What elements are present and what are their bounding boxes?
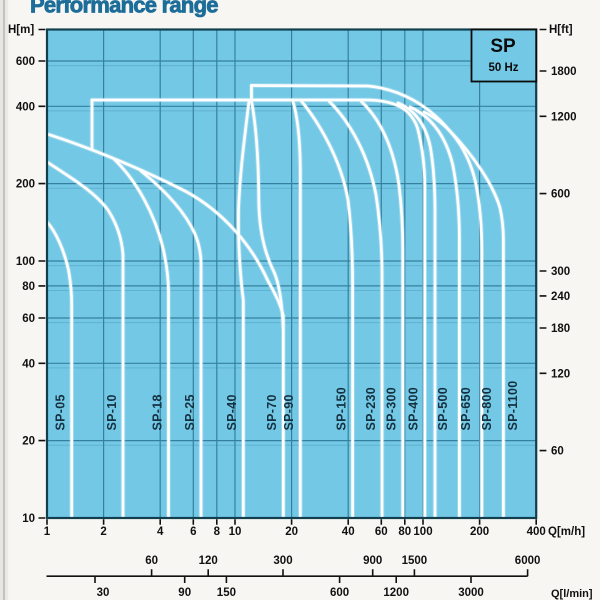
svg-text:1200: 1200 — [383, 587, 409, 599]
svg-text:60: 60 — [145, 555, 158, 567]
svg-text:90: 90 — [178, 587, 191, 599]
svg-text:20: 20 — [22, 436, 35, 448]
svg-text:SP: SP — [490, 36, 516, 57]
svg-text:SP-230: SP-230 — [364, 387, 378, 431]
svg-text:100: 100 — [413, 526, 432, 538]
svg-text:6: 6 — [190, 526, 196, 538]
svg-text:120: 120 — [551, 368, 570, 380]
svg-text:40: 40 — [22, 358, 35, 370]
svg-text:1500: 1500 — [402, 555, 428, 567]
svg-text:200: 200 — [470, 526, 489, 538]
svg-text:60: 60 — [551, 446, 564, 458]
svg-text:150: 150 — [217, 587, 236, 599]
svg-text:6000: 6000 — [515, 555, 541, 567]
svg-text:120: 120 — [199, 555, 218, 567]
svg-text:4: 4 — [157, 526, 164, 538]
svg-text:10: 10 — [229, 526, 242, 538]
svg-text:3000: 3000 — [458, 587, 484, 599]
svg-text:240: 240 — [551, 291, 570, 303]
svg-text:50 Hz: 50 Hz — [488, 62, 518, 74]
svg-text:400: 400 — [16, 101, 35, 113]
svg-text:Q[l/min]: Q[l/min] — [551, 588, 593, 600]
svg-text:SP-150: SP-150 — [334, 387, 348, 431]
svg-text:Performance range: Performance range — [30, 0, 218, 18]
svg-text:1: 1 — [44, 526, 51, 538]
svg-text:8: 8 — [214, 526, 221, 538]
svg-text:SP-25: SP-25 — [183, 394, 197, 430]
svg-text:Q[m/h]: Q[m/h] — [548, 526, 585, 538]
svg-text:60: 60 — [22, 313, 35, 325]
svg-text:180: 180 — [551, 323, 570, 335]
svg-text:SP-05: SP-05 — [54, 394, 68, 430]
svg-text:SP-650: SP-650 — [459, 387, 473, 431]
svg-text:H[m]: H[m] — [8, 24, 34, 36]
svg-text:600: 600 — [16, 56, 35, 68]
svg-text:400: 400 — [527, 526, 546, 538]
svg-text:SP-500: SP-500 — [436, 387, 450, 431]
svg-text:900: 900 — [363, 555, 382, 567]
svg-text:300: 300 — [551, 266, 570, 278]
svg-text:SP-1100: SP-1100 — [506, 380, 520, 430]
svg-text:SP-10: SP-10 — [105, 394, 119, 430]
svg-text:SP-300: SP-300 — [385, 387, 399, 431]
svg-text:SP-18: SP-18 — [150, 394, 164, 430]
svg-text:100: 100 — [16, 256, 35, 268]
svg-text:600: 600 — [551, 189, 570, 201]
svg-text:80: 80 — [398, 526, 411, 538]
svg-text:1800: 1800 — [551, 66, 577, 78]
svg-text:SP-90: SP-90 — [282, 394, 296, 430]
svg-text:40: 40 — [342, 526, 355, 538]
svg-text:200: 200 — [16, 179, 35, 191]
svg-text:H[ft]: H[ft] — [549, 24, 573, 36]
svg-text:300: 300 — [273, 555, 292, 567]
svg-text:80: 80 — [22, 281, 35, 293]
svg-text:2: 2 — [100, 526, 106, 538]
svg-text:20: 20 — [285, 526, 298, 538]
svg-text:1200: 1200 — [551, 111, 577, 123]
svg-text:10: 10 — [22, 513, 35, 525]
svg-text:600: 600 — [330, 587, 349, 599]
svg-text:30: 30 — [97, 587, 110, 599]
svg-text:SP-70: SP-70 — [265, 394, 279, 430]
svg-text:SP-40: SP-40 — [225, 394, 239, 430]
svg-text:60: 60 — [375, 526, 388, 538]
svg-text:SP-800: SP-800 — [480, 387, 494, 431]
svg-text:SP-400: SP-400 — [407, 387, 421, 431]
